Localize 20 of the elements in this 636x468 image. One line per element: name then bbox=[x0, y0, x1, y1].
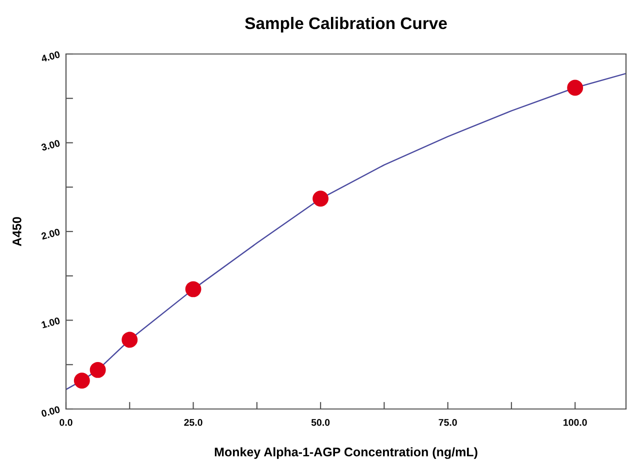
x-axis-title: Monkey Alpha-1-AGP Concentration (ng/mL) bbox=[214, 447, 478, 459]
point bbox=[312, 190, 329, 207]
x-tick-label: 0.0 bbox=[60, 418, 72, 426]
y-axis-title: A450 bbox=[12, 217, 22, 246]
point bbox=[90, 362, 106, 378]
point bbox=[74, 372, 90, 389]
y-tick-label: 0.00 bbox=[40, 406, 60, 418]
x-tick-label: 50.0 bbox=[311, 418, 330, 426]
y-tick-label: 4.00 bbox=[40, 50, 60, 62]
x-tick-label: 100.0 bbox=[564, 418, 587, 426]
line-series bbox=[66, 72, 626, 390]
x-tick-label: 75.0 bbox=[438, 418, 457, 426]
point bbox=[185, 281, 202, 298]
y-tick-label: 1.00 bbox=[41, 317, 60, 328]
chart-title: Sample Calibration Curve bbox=[245, 16, 447, 32]
point bbox=[122, 332, 138, 348]
x-tick-label: 25.0 bbox=[184, 418, 202, 426]
y-tick-label: 2.00 bbox=[40, 228, 60, 240]
y-tick-label: 3.00 bbox=[40, 140, 60, 151]
point bbox=[567, 80, 584, 96]
